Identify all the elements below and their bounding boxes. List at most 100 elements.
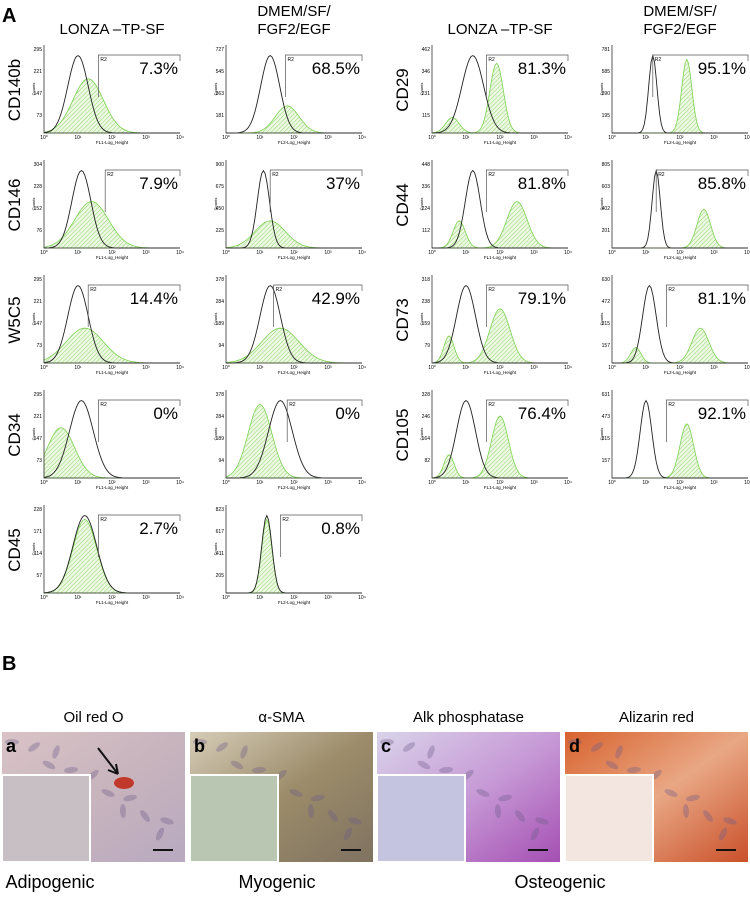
percentage: 95.1%: [698, 59, 746, 78]
gate: [87, 284, 181, 327]
x-tick-label: 10⁴: [358, 250, 366, 256]
y-tick-label: 201: [602, 228, 611, 234]
gate-label: R2: [100, 402, 107, 408]
gate: [98, 514, 181, 557]
y-tick-label: 378: [216, 277, 225, 283]
x-tick-label: 10²: [676, 250, 684, 256]
image-title: Oil red O: [63, 709, 123, 726]
y-tick-label: 378: [216, 392, 225, 398]
x-axis-label: FL2-Log_Height: [278, 140, 311, 145]
panel-letter: a: [6, 736, 17, 756]
gate-label: R2: [488, 172, 495, 178]
x-axis-label: FL1-Log_Height: [96, 370, 129, 375]
x-tick-label: 10²: [108, 365, 116, 371]
axes: [611, 160, 748, 249]
x-tick-label: 10⁰: [40, 135, 48, 141]
gate: [666, 284, 749, 327]
x-tick-label: 10³: [530, 135, 538, 141]
y-tick-label: 284: [216, 414, 225, 420]
x-tick-label: 10⁴: [358, 135, 366, 141]
y-tick-label: 225: [216, 228, 225, 234]
y-tick-label: 221: [34, 414, 43, 420]
y-tick-label: 450: [216, 206, 225, 212]
y-tick-label: 246: [422, 414, 431, 420]
cell: [289, 789, 303, 797]
gate: [655, 169, 749, 212]
x-tick-label: 10⁰: [608, 135, 616, 141]
x-axis-label: FL1-Log_Height: [484, 370, 517, 375]
x-tick-label: 10⁰: [428, 365, 436, 371]
x-tick-label: 10³: [324, 480, 332, 486]
x-tick-label: 10⁴: [358, 595, 366, 601]
x-tick-label: 10⁴: [744, 365, 750, 371]
x-axis-label: FL2-Log_Height: [278, 255, 311, 260]
y-axis-label: Counts: [419, 198, 424, 211]
y-tick-label: 545: [216, 69, 225, 75]
y-axis-label: Counts: [419, 83, 424, 96]
cell: [476, 789, 490, 797]
percentage: 0.8%: [321, 519, 360, 538]
y-tick-label: 295: [34, 392, 43, 398]
y-tick-label: 462: [422, 47, 431, 53]
image-title: Alizarin red: [619, 709, 694, 726]
axes: [225, 160, 362, 249]
x-tick-label: 10²: [290, 365, 298, 371]
cell: [193, 739, 207, 745]
x-tick-label: 10³: [142, 480, 150, 486]
lineage-label: Myogenic: [238, 872, 315, 892]
x-tick-label: 10³: [710, 480, 718, 486]
x-tick-label: 10³: [324, 595, 332, 601]
gate: [280, 514, 363, 557]
y-tick-label: 189: [216, 436, 225, 442]
x-tick-label: 10⁴: [564, 480, 572, 486]
positive-histogram: [43, 427, 180, 479]
y-tick-label: 411: [216, 551, 224, 557]
x-axis-label: FL1-Log_Height: [96, 600, 129, 605]
y-tick-label: 73: [36, 113, 42, 119]
x-tick-label: 10⁰: [222, 595, 230, 601]
x-tick-label: 10²: [290, 480, 298, 486]
y-tick-label: 472: [602, 299, 611, 305]
inset: [564, 774, 654, 863]
x-tick-label: 10¹: [74, 135, 82, 141]
column-header: FGF2/EGF: [643, 21, 716, 38]
x-tick-label: 10¹: [462, 250, 470, 256]
cell: [615, 745, 623, 759]
histogram: 295 221 147 73 Counts 10⁰ 10¹ 10² 10³ 10⁴ FL1-Log_…: [31, 275, 184, 375]
row-label: CD34: [5, 413, 24, 456]
cell: [605, 760, 619, 770]
gate-label: R2: [488, 287, 495, 293]
x-tick-label: 10⁰: [428, 250, 436, 256]
y-tick-label: 228: [34, 507, 43, 513]
y-tick-label: 603: [602, 184, 611, 190]
gate: [286, 399, 363, 442]
y-tick-label: 147: [34, 436, 43, 442]
positive-histogram: [226, 105, 362, 134]
positive-histogram: [43, 78, 180, 134]
x-tick-label: 10⁴: [176, 480, 184, 486]
cell: [439, 766, 453, 774]
cell: [535, 817, 549, 825]
x-axis-label: FL1-Log_Height: [484, 255, 517, 260]
axes: [611, 390, 748, 479]
y-tick-label: 157: [602, 343, 611, 349]
y-tick-label: 147: [34, 321, 43, 327]
gate-label: R2: [658, 172, 665, 178]
histogram: 318 238 159 79 Counts 10⁰ 10¹ 10² 10³ 10⁴ FL1-Log_…: [419, 275, 572, 375]
y-tick-label: 73: [36, 458, 42, 464]
cell: [160, 817, 174, 825]
x-tick-label: 10²: [676, 135, 684, 141]
histogram: 727 545 363 181 Counts 10⁰ 10¹ 10² 10³ 10⁴ FL2-Log…: [213, 45, 366, 145]
gate: [269, 169, 363, 212]
y-tick-label: 402: [602, 206, 611, 212]
cell: [403, 742, 415, 752]
histogram: 295 221 147 73 Counts 10⁰ 10¹ 10² 10³ 10⁴ FL1-Log_…: [31, 45, 184, 145]
y-axis-label: Counts: [31, 543, 36, 556]
x-tick-label: 10³: [142, 365, 150, 371]
y-tick-label: 112: [422, 228, 430, 234]
flow-plots: 295 221 147 73 Counts 10⁰ 10¹ 10² 10³ 10⁴ FL1-Log_…: [31, 45, 750, 605]
cell: [328, 810, 338, 822]
positive-histogram: [432, 201, 568, 249]
x-tick-label: 10²: [496, 250, 504, 256]
x-tick-label: 10⁰: [222, 365, 230, 371]
